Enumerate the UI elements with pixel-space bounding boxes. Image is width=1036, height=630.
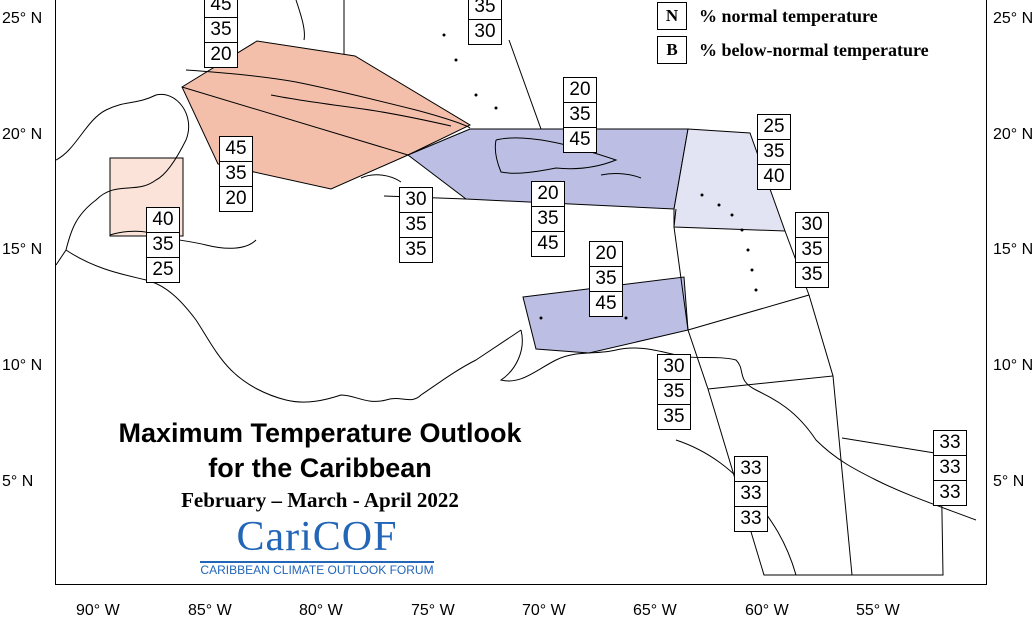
lat-label-15-left: 15° N xyxy=(2,241,43,258)
forecast-above: 20 xyxy=(590,242,622,267)
lat-label-5-right: 5° N xyxy=(993,473,1025,490)
forecast-box-belize: 40 35 25 xyxy=(146,207,180,283)
map-frame xyxy=(55,0,987,585)
forecast-below: 45 xyxy=(569,129,591,150)
legend-normal: N % normal temperature xyxy=(657,2,878,30)
forecast-below: 35 xyxy=(801,264,823,285)
forecast-normal: 35 xyxy=(205,18,237,43)
forecast-box-cuba: 45 35 20 xyxy=(219,136,253,212)
map-title: Maximum Temperature Outlook xyxy=(118,418,522,448)
lat-label-25-right: 25° N xyxy=(993,10,1034,27)
forecast-normal: 35 xyxy=(758,140,790,165)
forecast-above: 45 xyxy=(220,137,252,162)
lat-label-5-left: 5° N xyxy=(2,473,34,490)
lon-label-55: 55° W xyxy=(856,602,900,619)
forecast-normal: 35 xyxy=(469,0,501,20)
lon-label-80: 80° W xyxy=(299,602,343,619)
lon-label-75: 75° W xyxy=(411,602,455,619)
forecast-box-windwards: 30 35 35 xyxy=(795,212,829,288)
forecast-above: 40 xyxy=(147,208,179,233)
title-block: Maximum Temperature Outlook for the Cari… xyxy=(90,418,550,513)
forecast-below: 35 xyxy=(663,406,685,427)
forecast-box-bahamas-north: 45 35 20 xyxy=(204,0,238,68)
lon-label-85: 85° W xyxy=(188,602,232,619)
forecast-box-hispaniola-north: 20 35 45 xyxy=(563,77,597,153)
forecast-above: 33 xyxy=(735,457,767,482)
forecast-normal: 35 xyxy=(400,213,432,238)
lon-label-65: 65° W xyxy=(633,602,677,619)
forecast-below: 45 xyxy=(537,233,559,254)
forecast-box-jamaica: 30 35 35 xyxy=(399,187,433,263)
lat-label-10-left: 10° N xyxy=(2,357,43,374)
forecast-above: 20 xyxy=(564,78,596,103)
small-islands xyxy=(442,33,758,320)
forecast-normal: 33 xyxy=(735,482,767,507)
forecast-normal: 35 xyxy=(147,233,179,258)
forecast-above: 20 xyxy=(532,182,564,207)
forecast-below: 20 xyxy=(225,188,247,209)
legend-normal-key: N xyxy=(657,2,687,30)
coastlines xyxy=(56,0,977,576)
lat-label-15-right: 15° N xyxy=(993,241,1034,258)
forecast-box-abc-islands: 20 35 45 xyxy=(589,241,623,317)
forecast-normal: 35 xyxy=(658,380,690,405)
forecast-below: 20 xyxy=(210,44,232,65)
forecast-above: 25 xyxy=(758,115,790,140)
forecast-below: 30 xyxy=(474,21,496,42)
caricof-logo: CariCOF CARIBBEAN CLIMATE OUTLOOK FORUM xyxy=(200,513,434,577)
logo-wordmark: CariCOF xyxy=(236,514,398,560)
forecast-normal: 35 xyxy=(564,103,596,128)
legend-normal-text: % normal temperature xyxy=(699,5,878,26)
lon-label-60: 60° W xyxy=(745,602,789,619)
legend-below: B % below-normal temperature xyxy=(657,36,929,64)
forecast-box-hispaniola-south: 20 35 45 xyxy=(531,181,565,257)
caribbean-map xyxy=(56,0,977,576)
legend-below-text: % below-normal temperature xyxy=(699,39,929,60)
forecast-above: 30 xyxy=(400,188,432,213)
forecast-below: 33 xyxy=(740,508,762,529)
lat-label-25-left: 25° N xyxy=(2,10,43,27)
forecast-below: 35 xyxy=(405,239,427,260)
lon-label-70: 70° W xyxy=(522,602,566,619)
logo-divider xyxy=(200,561,434,563)
forecast-above: 30 xyxy=(796,213,828,238)
forecast-box-guyana: 33 33 33 xyxy=(734,456,768,532)
forecast-normal: 35 xyxy=(220,162,252,187)
forecast-normal: 35 xyxy=(590,267,622,292)
lat-label-20-left: 20° N xyxy=(2,126,43,143)
lat-label-10-right: 10° N xyxy=(993,357,1034,374)
forecast-box-trinidad: 30 35 35 xyxy=(657,354,691,430)
map-title-line2: for the Caribbean xyxy=(208,453,432,483)
forecast-box-suriname: 33 33 33 xyxy=(933,430,967,506)
forecast-normal: 33 xyxy=(934,456,966,481)
forecast-below: 45 xyxy=(595,293,617,314)
logo-subtitle: CARIBBEAN CLIMATE OUTLOOK FORUM xyxy=(200,563,434,577)
forecast-below: 33 xyxy=(939,482,961,503)
forecast-above: 30 xyxy=(658,355,690,380)
lon-label-90: 90° W xyxy=(76,602,120,619)
forecast-box-leewards: 25 35 40 xyxy=(757,114,791,190)
forecast-normal: 35 xyxy=(796,238,828,263)
forecast-above: 33 xyxy=(934,431,966,456)
map-period: February – March - April 2022 xyxy=(181,488,459,512)
forecast-box-turks-caicos: 35 30 xyxy=(468,0,502,45)
forecast-normal: 35 xyxy=(532,207,564,232)
forecast-above: 45 xyxy=(205,0,237,18)
lat-label-20-right: 20° N xyxy=(993,126,1034,143)
forecast-below: 40 xyxy=(763,166,785,187)
forecast-below: 25 xyxy=(152,259,174,280)
legend-below-key: B xyxy=(657,36,687,64)
